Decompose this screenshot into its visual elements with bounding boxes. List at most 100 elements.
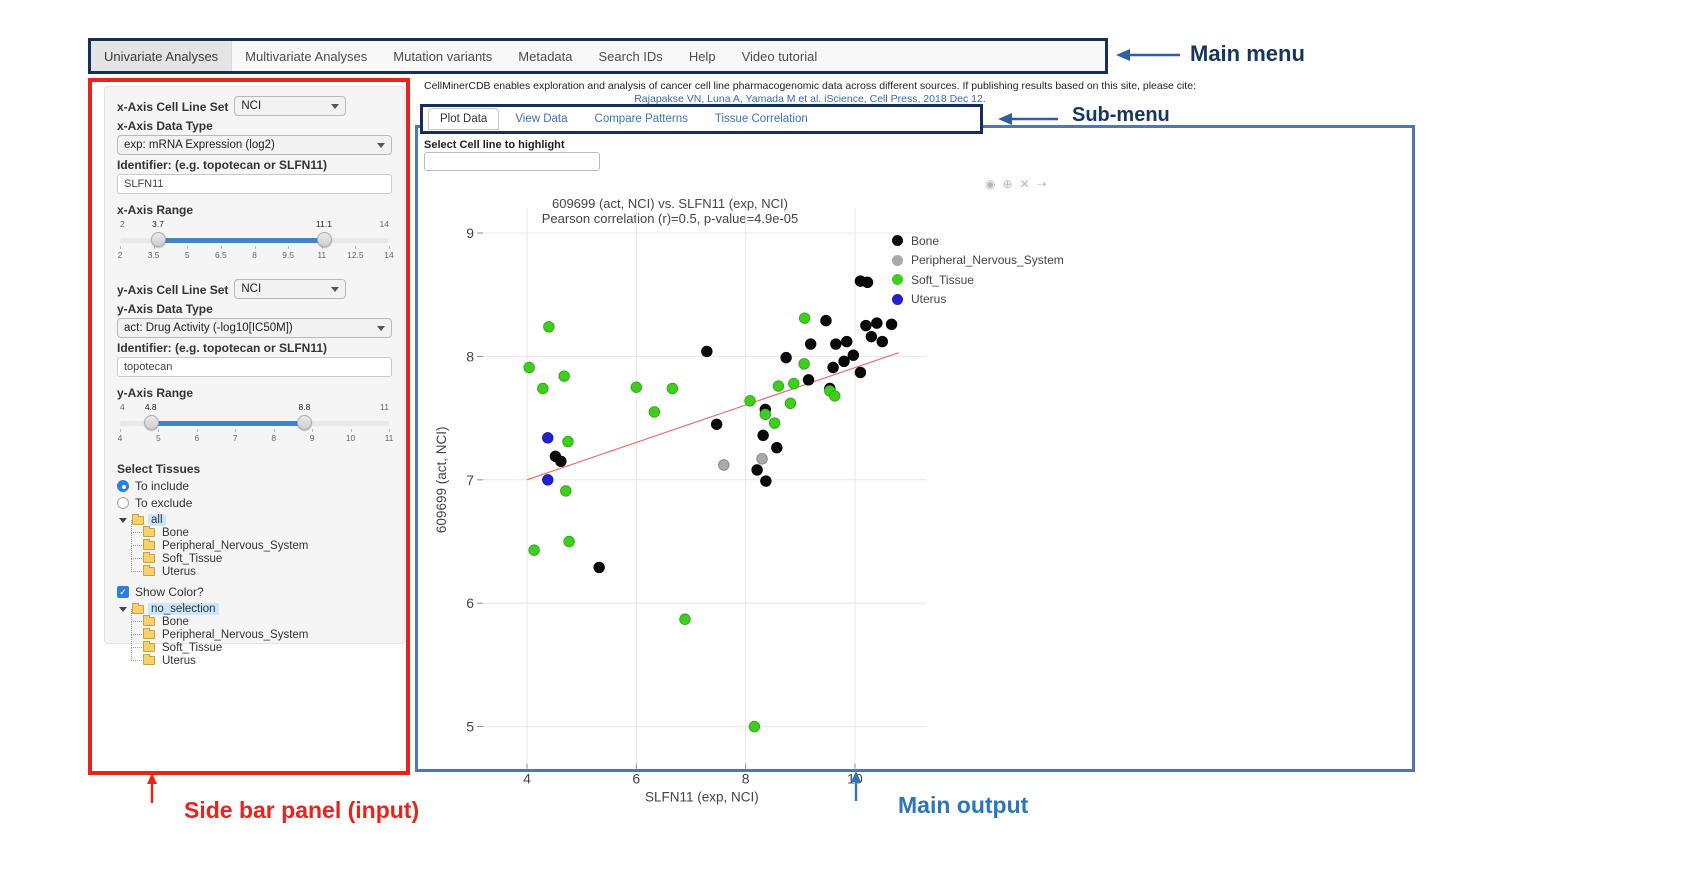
y-axis-cell-line-set-value: NCI (241, 283, 262, 295)
data-point-bone (593, 561, 605, 574)
plot-legend: Bone Peripheral_Nervous_System Soft_Tiss… (892, 231, 1064, 309)
main-menu-annotation-box: Univariate Analyses Multivariate Analyses… (88, 38, 1108, 74)
camera-icon[interactable]: ◉ (985, 177, 996, 191)
x-tick-label: 4 (523, 771, 531, 787)
tree-node-label[interactable]: Uterus (162, 654, 196, 667)
tree-node-soft_tissue[interactable]: Soft_Tissue (131, 635, 392, 654)
x-axis-cell-line-set-select[interactable]: NCI (234, 96, 347, 116)
slider-handle-to[interactable] (316, 232, 332, 247)
show-color-checkbox[interactable]: ✓ Show Color? (117, 585, 392, 599)
tree-root-node[interactable]: all (119, 513, 392, 526)
slider-handle-from[interactable] (143, 415, 159, 430)
data-point-bone (802, 374, 815, 386)
tree-node-uterus[interactable]: Uterus (131, 648, 392, 667)
data-point-bone (771, 442, 783, 454)
y-axis-data-type-select[interactable]: act: Drug Activity (-log10[IC50M]) (117, 318, 392, 338)
radio-unselected-icon (117, 497, 129, 509)
tab-plot-data[interactable]: Plot Data (428, 108, 500, 130)
tree-expand-icon[interactable] (119, 517, 127, 523)
folder-icon (143, 539, 155, 550)
zoom-in-icon[interactable]: ⊕ (1002, 177, 1013, 191)
slider-tick-label: 11 (384, 433, 394, 443)
y-tick-label: 8 (466, 348, 474, 364)
tab-tissue-correlation[interactable]: Tissue Correlation (714, 113, 808, 125)
highlight-cell-line-input[interactable] (424, 152, 600, 171)
slider-tick (187, 246, 189, 249)
tree-node-label[interactable]: Soft_Tissue (162, 641, 223, 654)
tree-expand-icon[interactable] (119, 606, 127, 612)
tree-node-bone[interactable]: Bone (131, 609, 392, 628)
tree-node-label[interactable]: Bone (162, 526, 189, 539)
menu-item-multivariate-analyses[interactable]: Multivariate Analyses (245, 48, 368, 64)
tree-node-label[interactable]: Bone (162, 615, 189, 628)
x-tick-label: 6 (632, 771, 640, 787)
tissues-exclude-radio[interactable]: To exclude (117, 496, 392, 510)
data-point-soft_tissue (537, 382, 549, 395)
menu-item-mutation-variants[interactable]: Mutation variants (393, 48, 493, 64)
tab-compare-patterns[interactable]: Compare Patterns (594, 113, 688, 125)
y-axis-data-type-value: act: Drug Activity (-log10[IC50M]) (124, 322, 293, 334)
folder-icon (143, 552, 155, 563)
x-axis-range-slider[interactable]: 2 14 3.7 11.1 2 3.5 5 6.5 8 9.5 11 12.5 14 (118, 219, 394, 263)
tree-node-bone[interactable]: Bone (131, 520, 392, 539)
legend-item-soft_tissue[interactable]: Soft_Tissue (892, 270, 1064, 290)
legend-item-peripheral_nervous_system[interactable]: Peripheral_Nervous_System (892, 251, 1064, 271)
tree-node-peripheral_nervous_system[interactable]: Peripheral_Nervous_System (131, 533, 392, 552)
data-point-bone (847, 349, 860, 361)
sidebar-annotation-arrow (147, 773, 157, 803)
legend-item-bone[interactable]: Bone (892, 231, 1064, 251)
folder-icon (132, 602, 144, 614)
tissues-exclude-label: To exclude (135, 496, 193, 510)
x-axis-identifier-input[interactable] (117, 174, 392, 194)
tab-view-data[interactable]: View Data (515, 113, 568, 125)
data-point-bone (876, 335, 888, 348)
close-icon[interactable]: ✕ (1019, 177, 1030, 191)
slider-tick (120, 429, 121, 432)
slider-handle-to[interactable] (297, 415, 313, 430)
y-axis-identifier-label: Identifier: (e.g. topotecan or SLFN11) (117, 341, 328, 355)
x-axis-cell-line-set-label: x-Axis Cell Line Set (117, 99, 229, 114)
legend-dot (892, 293, 903, 305)
slider-tick (350, 429, 352, 432)
slider-tick-label: 6.5 (214, 250, 227, 260)
citation-text: CellMinerCDB enables exploration and ana… (424, 80, 1196, 92)
data-point-soft_tissue (666, 382, 679, 395)
tree-node-label[interactable]: Peripheral_Nervous_System (162, 628, 309, 641)
tree-root-label[interactable]: no_selection (148, 603, 219, 615)
tree-node-label[interactable]: Uterus (162, 565, 196, 578)
tree-node-label[interactable]: Soft_Tissue (162, 552, 223, 565)
y-axis-cell-line-set-label: y-Axis Cell Line Set (117, 282, 229, 297)
data-point-soft_tissue (772, 380, 785, 392)
y-axis-identifier-input[interactable] (117, 357, 392, 377)
slider-tick (254, 246, 256, 249)
pan-icon[interactable]: ➝ (1036, 177, 1047, 191)
y-axis-range-slider[interactable]: 4 11 4.8 8.8 4 5 6 7 8 9 10 11 (117, 402, 394, 446)
slider-tick-label: 5 (156, 433, 161, 443)
tree-root-node[interactable]: no_selection (119, 602, 392, 615)
slider-tick-label: 12.5 (347, 250, 364, 260)
tree-node-peripheral_nervous_system[interactable]: Peripheral_Nervous_System (131, 622, 392, 641)
slider-tick-label: 4 (117, 433, 123, 443)
citation-link[interactable]: Rajapakse VN, Luna A, Yamada M et al. iS… (634, 93, 986, 105)
plot-subtitle: Pearson correlation (r)=0.5, p-value=4.9… (541, 211, 799, 226)
tree-node-label[interactable]: Peripheral_Nervous_System (162, 539, 309, 552)
tree-node-uterus[interactable]: Uterus (131, 559, 392, 578)
highlight-cell-line-label: Select Cell line to highlight (424, 139, 565, 151)
menu-item-metadata[interactable]: Metadata (518, 48, 573, 64)
legend-item-uterus[interactable]: Uterus (892, 290, 1064, 310)
slider-handle-from[interactable] (151, 232, 167, 247)
y-axis-cell-line-set-select[interactable]: NCI (234, 279, 347, 299)
chevron-down-icon (331, 103, 340, 109)
x-axis-data-type-select[interactable]: exp: mRNA Expression (log2) (117, 135, 392, 155)
y-tick-label: 5 (466, 719, 474, 735)
menu-item-univariate-analyses[interactable]: Univariate Analyses (91, 41, 233, 71)
data-point-bone (885, 318, 898, 331)
menu-item-help[interactable]: Help (688, 48, 716, 64)
data-point-bone (757, 429, 769, 442)
checkbox-checked-icon: ✓ (117, 586, 129, 598)
menu-item-video-tutorial[interactable]: Video tutorial (741, 48, 818, 64)
tissues-include-radio[interactable]: To include (117, 479, 392, 493)
menu-item-search-ids[interactable]: Search IDs (598, 48, 663, 64)
tree-node-soft_tissue[interactable]: Soft_Tissue (131, 546, 392, 565)
tree-root-label[interactable]: all (148, 514, 166, 526)
